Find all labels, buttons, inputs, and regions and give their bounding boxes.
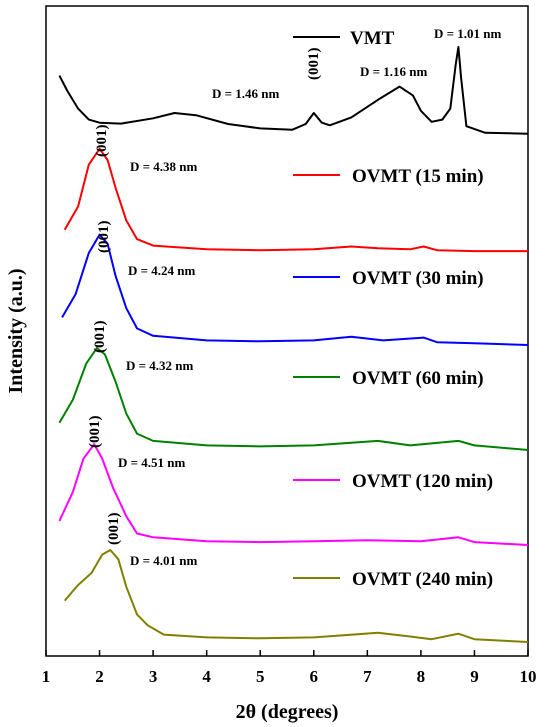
legend-label: OVMT (15 min) — [352, 166, 484, 187]
y-axis-title: Intensity (a.u.) — [5, 268, 27, 393]
legend-label: OVMT (60 min) — [352, 368, 484, 389]
d-spacing-annotation: D = 1.16 nm — [360, 64, 428, 79]
d-spacing-annotation: D = 4.32 nm — [126, 358, 194, 373]
x-axis-title: 2θ (degrees) — [236, 701, 339, 723]
d-spacing-annotation: D = 4.24 nm — [128, 263, 196, 278]
peak-label: (001) — [96, 221, 112, 254]
x-tick-label: 1 — [42, 667, 51, 686]
annotations: D = 1.01 nm D = 1.16 nm D = 1.46 nm D = 4.3… — [87, 26, 502, 568]
legend-label: OVMT (120 min) — [352, 471, 493, 492]
plot-frame — [45, 5, 529, 657]
d-spacing-annotation: D = 4.01 nm — [130, 553, 198, 568]
series-line — [61, 233, 529, 346]
legend-label: OVMT (240 min) — [352, 569, 493, 590]
x-tick-label: 9 — [470, 667, 479, 686]
x-tick-label: 4 — [202, 667, 211, 686]
d-spacing-annotation: D = 4.38 nm — [130, 159, 198, 174]
legend: VMT OVMT (15 min) OVMT (30 min) OVMT (60 mi… — [293, 28, 493, 590]
series-line — [58, 443, 529, 546]
peak-label: (001) — [94, 125, 110, 158]
x-tick-label: 7 — [363, 667, 372, 686]
series-line — [58, 347, 529, 451]
d-spacing-annotation: D = 1.46 nm — [212, 86, 280, 101]
d-spacing-annotation: D = 1.01 nm — [434, 26, 502, 41]
peak-label: (001) — [306, 48, 322, 81]
legend-label: OVMT (30 min) — [352, 268, 484, 289]
series-layer — [58, 46, 529, 643]
peak-label: (001) — [87, 416, 103, 449]
series-line — [58, 46, 529, 135]
series-line — [63, 549, 529, 643]
x-tick-label: 3 — [149, 667, 158, 686]
legend-label: VMT — [350, 28, 395, 49]
x-tick-label: 10 — [520, 667, 537, 686]
x-axis-ticks: 1 2 3 4 5 6 7 8 9 10 — [42, 650, 537, 686]
x-tick-label: 6 — [310, 667, 319, 686]
peak-label: (001) — [92, 321, 108, 354]
x-tick-label: 8 — [417, 667, 426, 686]
d-spacing-annotation: D = 4.51 nm — [118, 455, 186, 470]
x-tick-label: 5 — [256, 667, 265, 686]
series-line — [63, 147, 528, 253]
peak-label: (001) — [106, 513, 122, 546]
x-tick-label: 2 — [95, 667, 104, 686]
